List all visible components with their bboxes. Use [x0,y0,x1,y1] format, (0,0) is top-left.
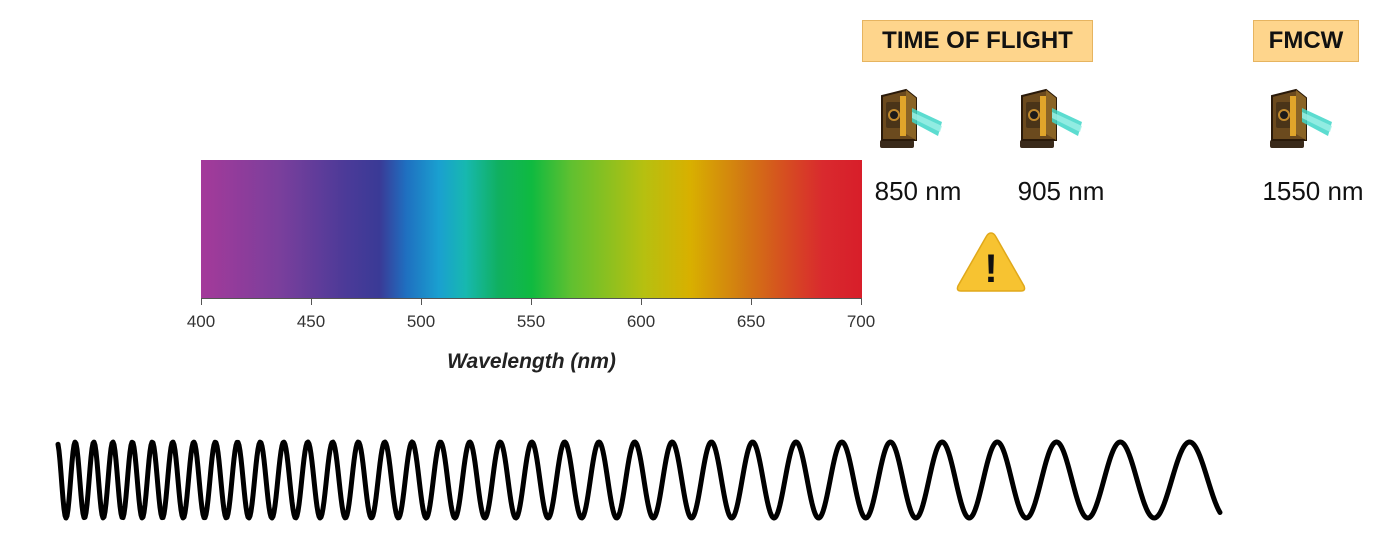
axis-tick-label: 700 [846,312,876,331]
wavelength-chirp-wave [55,439,1223,521]
axis-tick-label: 550 [516,312,546,331]
axis-tick [311,299,312,305]
axis-tick [861,299,862,305]
axis-tick [201,299,202,305]
wavelength-label-1550: 1550 nm [1262,176,1364,206]
axis-tick-label: 450 [296,312,326,331]
lidar-sensor-icon [1270,88,1332,148]
axis-tick-label: 400 [186,312,216,331]
axis-tick-label: 600 [626,312,656,331]
axis-tick [641,299,642,305]
lidar-sensor-icon [880,88,942,148]
axis-tick [421,299,422,305]
visible-spectrum-bar [201,160,862,299]
warning-glyph: ! [984,247,997,291]
spectrum-axis-line [201,298,862,299]
time-of-flight-label: TIME OF FLIGHT [862,20,1093,62]
lidar-sensor-icon [1020,88,1082,148]
fmcw-label: FMCW [1253,20,1359,62]
axis-tick-label: 500 [406,312,436,331]
axis-tick-label: 650 [736,312,766,331]
axis-tick [751,299,752,305]
wavelength-label-850: 850 nm [874,176,962,206]
axis-tick [531,299,532,305]
axis-title: Wavelength (nm) [447,350,616,373]
wavelength-label-905: 905 nm [1017,176,1105,206]
warning-icon: ! [956,232,1026,292]
